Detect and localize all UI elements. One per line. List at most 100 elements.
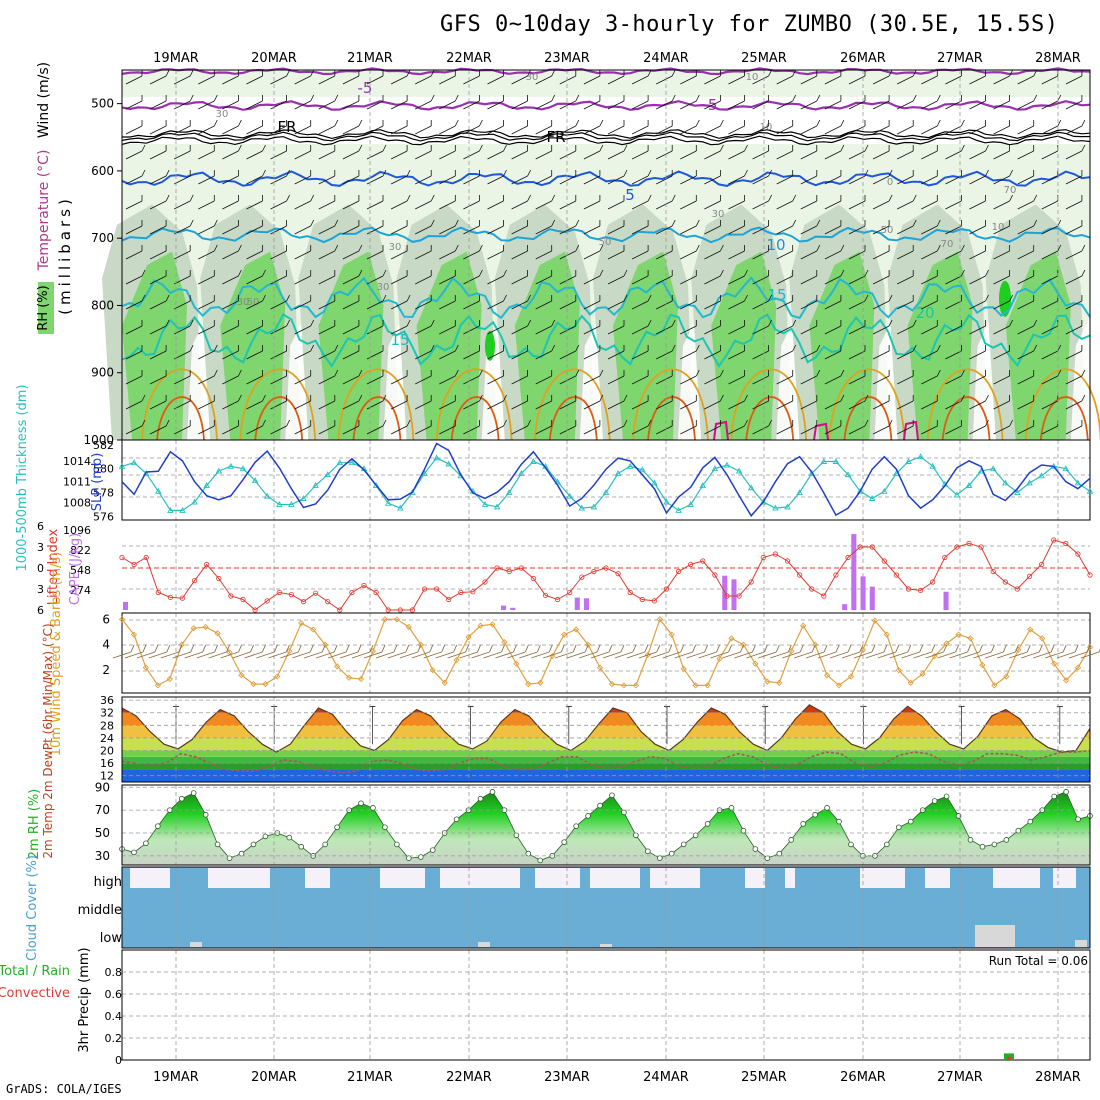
wind-barb-shaft (631, 325, 649, 335)
wind-barb-shaft (246, 225, 263, 235)
wind-barb-flag (477, 644, 481, 653)
wind-barb-shaft (728, 425, 745, 435)
wind-barb-flag (1050, 644, 1055, 653)
wind-barb-shaft (559, 150, 576, 160)
temp-axis-label: 2m Temp 2m DewPt (6hr Min/Max) (°C) (41, 623, 55, 858)
wind-barb-shaft (198, 100, 215, 110)
isotherm-30 (745, 396, 795, 441)
wind-barb-shaft (776, 200, 793, 210)
wind-barb-shaft (800, 225, 817, 235)
cloud-level-label: low (100, 931, 123, 946)
thickness-marker (445, 460, 452, 467)
wind-barb-shaft (969, 100, 986, 110)
thickness-marker (856, 487, 864, 494)
temp-tick-label: 12 (100, 770, 114, 783)
li-marker (1075, 551, 1081, 557)
wind-barb-flag (430, 194, 435, 202)
cape-bar (500, 605, 507, 610)
wind-barb-shaft (318, 175, 335, 185)
wind-speed-marker (214, 630, 221, 637)
wind-speed-marker (190, 625, 197, 632)
wind-barb-flag (647, 194, 652, 202)
wind-barb-shaft (270, 375, 287, 385)
wind-barb-shaft (824, 375, 842, 385)
wind-speed-marker (907, 679, 914, 686)
wind-barb-shaft (800, 275, 817, 285)
wind-barb-shaft (1065, 75, 1083, 85)
wind-barb-shaft (1041, 375, 1058, 385)
wind-barb-flag (262, 269, 266, 277)
wind-barb-flag (334, 119, 339, 127)
rh-contour-label: 70 (941, 239, 954, 250)
wind-barb-shaft (1017, 325, 1034, 335)
rh-marker (1027, 818, 1034, 825)
thickness-marker (300, 495, 307, 501)
wind-barb-flag (680, 644, 685, 653)
wind-barb-shaft (294, 325, 311, 335)
wind-barb-shaft (945, 300, 962, 310)
wind-barb-flag (961, 244, 965, 252)
thickness-marker (554, 478, 561, 485)
rh-line (121, 791, 1091, 861)
wind-barb-shaft (294, 425, 311, 435)
wind-barb-shaft (776, 250, 793, 260)
wind-barb-flag (358, 244, 363, 252)
rh-contour-label: 30 (237, 297, 250, 308)
wind-barb-shaft (366, 375, 384, 385)
wind-speed-marker (776, 679, 783, 686)
cape-tick-label: 548 (70, 564, 91, 577)
wind-speed-marker (728, 635, 735, 642)
thickness-tick-label: 578 (93, 487, 114, 500)
wind-barb (1021, 651, 1040, 659)
wind-speed-marker (513, 660, 520, 667)
wind-barb-flag (1081, 144, 1086, 152)
wind-barb-shaft (728, 250, 745, 260)
wind-barb-shaft (680, 100, 697, 110)
wind-barb-shaft (656, 325, 673, 335)
wind-barb-flag (961, 269, 965, 277)
date-label-bottom: 21MAR (347, 1070, 393, 1085)
wind-barb-shaft (1041, 125, 1058, 135)
wind-speed-marker (286, 647, 293, 655)
rh-marker (895, 824, 902, 831)
wind-speed-marker (142, 664, 150, 671)
wind-barb-flag (912, 69, 917, 77)
wind-barb-flag (671, 69, 676, 77)
wind-barb (865, 651, 885, 659)
wind-barb-shaft (463, 200, 480, 210)
wind-speed-marker (668, 631, 675, 638)
wind-speed-marker (166, 675, 173, 683)
thickness-marker (953, 491, 961, 498)
wind-barb-shaft (583, 400, 601, 410)
wind-barb-shaft (969, 225, 986, 235)
rh-legend-swatch (38, 282, 54, 334)
wind-barb-flag (647, 319, 652, 327)
wind-speed-marker (525, 680, 532, 688)
wind-barb-flag (382, 419, 387, 427)
wind-barb (351, 651, 371, 659)
wind-speed-marker (1039, 635, 1046, 642)
wind-barb-shaft (1065, 150, 1083, 160)
thickness-tick-label: 576 (93, 510, 114, 523)
wind-barb-flag (1009, 294, 1013, 302)
wind-barb-shaft (294, 125, 311, 135)
wind-barb-flag (936, 119, 941, 127)
wind-barb-flag (864, 394, 869, 402)
wind-speed-marker (656, 616, 663, 623)
wind-barb-shaft (607, 375, 625, 385)
wind-barb-shaft (656, 275, 673, 285)
rh-marker (1051, 793, 1057, 800)
li-marker (216, 575, 222, 582)
wind-barb-flag (744, 144, 748, 152)
wind-barb (626, 651, 646, 659)
wind-barb-shaft (824, 150, 842, 160)
wind-barb-shaft (198, 300, 215, 310)
wind-barb-shaft (439, 150, 456, 160)
wind-barb-flag (465, 644, 470, 653)
wind-barb-shaft (125, 400, 143, 410)
wind-barb-shaft (945, 375, 962, 385)
cloud-clear-high (650, 868, 700, 888)
rh-marker (334, 824, 340, 831)
temp-tick-label: 16 (100, 757, 114, 770)
wind-barb-flag (599, 369, 604, 377)
